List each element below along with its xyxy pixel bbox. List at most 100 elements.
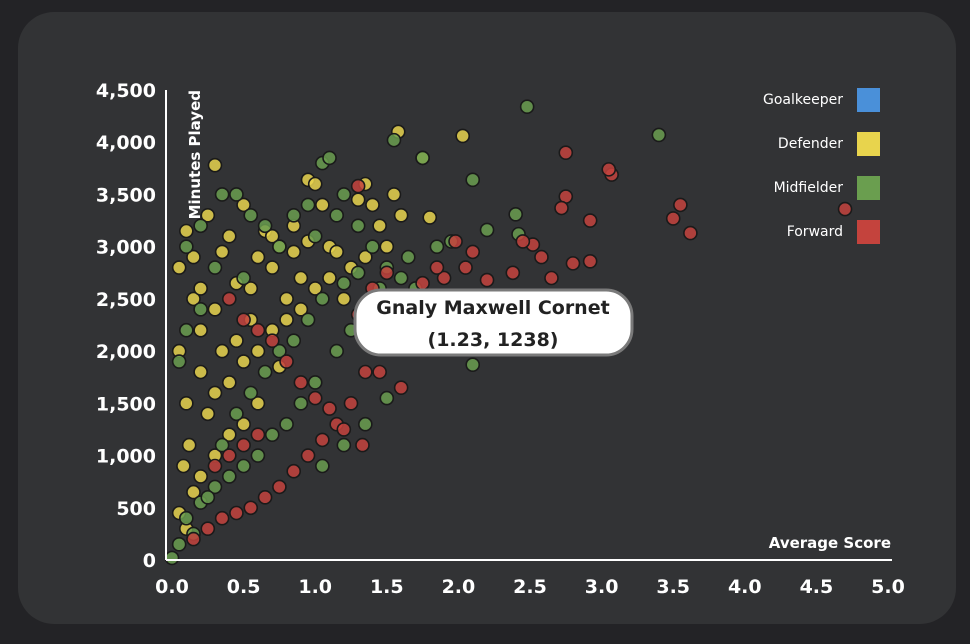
data-point-midfielder[interactable] <box>179 322 194 338</box>
data-point-defender[interactable] <box>186 484 201 500</box>
data-point-midfielder[interactable] <box>415 150 430 166</box>
data-point-forward[interactable] <box>479 272 495 288</box>
data-point-defender[interactable] <box>207 302 223 317</box>
data-point-defender[interactable] <box>422 210 438 225</box>
data-point-midfielder[interactable] <box>322 150 337 166</box>
data-point-forward[interactable] <box>534 249 549 265</box>
data-point-defender[interactable] <box>358 249 373 265</box>
data-point-forward[interactable] <box>544 270 559 286</box>
data-point-midfielder[interactable] <box>272 343 287 359</box>
data-point-defender[interactable] <box>221 228 237 244</box>
data-point-defender[interactable] <box>307 281 323 296</box>
data-point-forward[interactable] <box>429 260 445 275</box>
data-point-forward[interactable] <box>229 505 244 521</box>
data-point-defender[interactable] <box>393 208 409 223</box>
data-point-defender[interactable] <box>214 244 230 260</box>
data-point-midfielder[interactable] <box>214 437 230 453</box>
data-point-defender[interactable] <box>279 312 294 328</box>
data-point-forward[interactable] <box>448 234 463 249</box>
data-point-defender[interactable] <box>307 176 323 192</box>
data-point-midfielder[interactable] <box>236 270 251 286</box>
data-point-midfielder[interactable] <box>315 291 330 307</box>
data-point-forward[interactable] <box>272 479 287 495</box>
data-point-defender[interactable] <box>193 322 208 338</box>
data-point-midfielder[interactable] <box>193 218 208 234</box>
data-point-forward[interactable] <box>372 364 387 380</box>
data-point-forward[interactable] <box>343 396 359 411</box>
data-point-defender[interactable] <box>250 249 266 265</box>
data-point-defender[interactable] <box>193 281 208 296</box>
data-point-defender[interactable] <box>200 406 216 422</box>
data-point-midfielder[interactable] <box>336 275 352 291</box>
data-point-defender[interactable] <box>186 291 201 307</box>
data-point-defender[interactable] <box>279 291 294 307</box>
data-point-defender[interactable] <box>193 469 208 484</box>
data-point-defender[interactable] <box>186 249 201 265</box>
data-point-forward[interactable] <box>358 364 373 380</box>
data-point-midfielder[interactable] <box>243 385 259 401</box>
data-point-forward[interactable] <box>186 531 201 547</box>
data-point-defender[interactable] <box>264 228 280 244</box>
data-point-defender[interactable] <box>336 291 352 307</box>
data-point-defender[interactable] <box>171 260 187 275</box>
data-point-forward[interactable] <box>355 437 370 453</box>
data-point-midfielder[interactable] <box>465 172 481 188</box>
data-point-forward[interactable] <box>236 312 251 328</box>
data-point-midfielder[interactable] <box>336 437 352 453</box>
data-point-forward[interactable] <box>236 437 251 453</box>
data-point-defender[interactable] <box>379 239 395 254</box>
data-point-midfielder[interactable] <box>300 197 316 213</box>
data-point-midfielder[interactable] <box>350 265 366 281</box>
data-point-defender[interactable] <box>176 458 191 474</box>
data-point-midfielder[interactable] <box>207 479 223 495</box>
data-point-midfielder[interactable] <box>193 302 208 317</box>
data-point-defender[interactable] <box>200 208 216 223</box>
data-point-forward[interactable] <box>565 256 581 271</box>
data-point-forward[interactable] <box>558 145 574 160</box>
data-point-midfielder[interactable] <box>164 550 180 566</box>
data-point-midfielder[interactable] <box>508 206 523 222</box>
data-point-midfielder[interactable] <box>479 222 495 238</box>
data-point-defender[interactable] <box>250 343 266 359</box>
data-point-defender[interactable] <box>236 197 251 213</box>
data-point-forward[interactable] <box>300 448 316 463</box>
data-point-midfielder[interactable] <box>214 187 230 202</box>
data-point-midfielder[interactable] <box>651 127 667 143</box>
data-point-forward[interactable] <box>264 333 280 348</box>
data-point-midfielder[interactable] <box>229 187 244 202</box>
data-point-forward[interactable] <box>307 390 323 406</box>
data-point-defender[interactable] <box>221 375 237 390</box>
data-point-defender[interactable] <box>214 343 230 359</box>
data-point-defender[interactable] <box>181 437 197 453</box>
data-point-defender[interactable] <box>243 281 259 296</box>
data-point-forward[interactable] <box>554 200 569 216</box>
data-point-defender[interactable] <box>179 223 194 239</box>
data-point-forward[interactable] <box>286 463 302 479</box>
data-point-defender[interactable] <box>329 244 344 260</box>
data-point-midfielder[interactable] <box>293 396 309 411</box>
data-point-midfielder[interactable] <box>365 239 380 254</box>
data-point-defender[interactable] <box>372 218 387 234</box>
data-point-forward[interactable] <box>257 490 273 505</box>
data-point-midfielder[interactable] <box>257 218 273 234</box>
data-point-midfielder[interactable] <box>207 260 223 275</box>
data-point-defender[interactable] <box>365 197 380 213</box>
data-point-forward[interactable] <box>436 270 452 286</box>
data-point-midfielder[interactable] <box>179 510 194 526</box>
data-point-forward[interactable] <box>214 510 230 526</box>
data-point-forward[interactable] <box>315 432 330 448</box>
data-point-midfielder[interactable] <box>250 448 266 463</box>
data-point-forward[interactable] <box>350 178 366 194</box>
data-point-midfielder[interactable] <box>286 333 302 348</box>
data-point-midfielder[interactable] <box>386 132 402 148</box>
data-point-defender[interactable] <box>293 302 309 317</box>
data-point-defender[interactable] <box>179 396 194 411</box>
data-point-forward[interactable] <box>279 354 294 369</box>
data-point-defender[interactable] <box>221 427 237 442</box>
data-point-forward[interactable] <box>221 448 237 463</box>
data-point-midfielder[interactable] <box>229 406 244 422</box>
data-point-midfielder[interactable] <box>519 99 535 115</box>
data-point-forward[interactable] <box>458 260 473 275</box>
data-point-forward[interactable] <box>683 225 698 241</box>
data-point-forward[interactable] <box>582 253 598 269</box>
